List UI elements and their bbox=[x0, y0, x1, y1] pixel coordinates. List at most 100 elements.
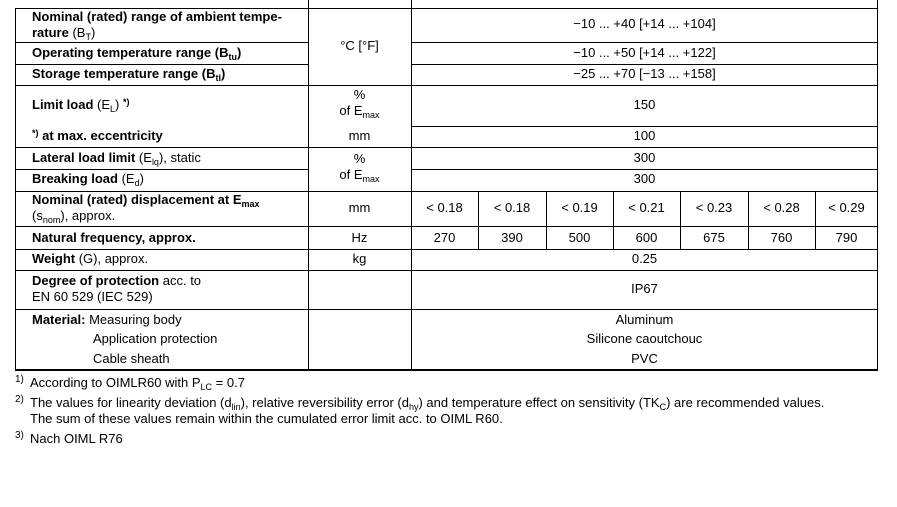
footnote-text: 3) bbox=[15, 430, 24, 441]
unit-cell: of E bbox=[339, 167, 363, 182]
row-label: ), approx. bbox=[60, 208, 116, 223]
table-border bbox=[15, 64, 308, 65]
row-label: ) bbox=[115, 97, 123, 112]
row-label: ) bbox=[90, 25, 96, 40]
table-border bbox=[411, 0, 412, 370]
row-label: Measuring body bbox=[85, 312, 182, 327]
footnote-text: The values for linearity deviation (d bbox=[30, 395, 232, 410]
value-cell: PVC bbox=[631, 351, 658, 366]
text-block: Operating temperature range (Btu) bbox=[32, 45, 241, 62]
table-border bbox=[15, 42, 308, 43]
footnote-text: LC bbox=[200, 382, 213, 392]
row-label: at max. eccentricity bbox=[38, 128, 163, 143]
unit-cell: kg bbox=[352, 251, 367, 266]
table-border bbox=[748, 191, 749, 249]
row-label: Material: bbox=[32, 312, 86, 327]
row-label: Natural frequency, approx. bbox=[32, 230, 196, 245]
unit-cell: mm bbox=[348, 200, 371, 215]
table-border bbox=[411, 126, 878, 127]
value-cell: < 0.28 bbox=[763, 200, 800, 215]
row-label: ) bbox=[221, 66, 226, 81]
value-cell: < 0.21 bbox=[628, 200, 665, 215]
row-label: lq bbox=[151, 157, 159, 167]
unit-cell: mm bbox=[348, 128, 371, 143]
value-cell: Silicone caoutchouc bbox=[586, 331, 703, 346]
text-block: Weight (G), approx. bbox=[32, 251, 148, 267]
table-border bbox=[411, 169, 878, 170]
table-border bbox=[15, 191, 878, 192]
table-border bbox=[546, 191, 547, 249]
unit-cell: °C [°F] bbox=[340, 38, 379, 53]
footnote-text: ) are recommended values. bbox=[666, 395, 825, 410]
text-block: The values for linearity deviation (dlin… bbox=[30, 395, 824, 427]
value-cell: 150 bbox=[633, 97, 656, 112]
unit-cell: % bbox=[353, 151, 366, 166]
value-cell: < 0.29 bbox=[828, 200, 865, 215]
table-border bbox=[15, 369, 878, 371]
row-label: Lateral load limit bbox=[32, 150, 136, 165]
value-cell: 790 bbox=[835, 230, 858, 245]
row-label: EN 60 529 (IEC 529) bbox=[32, 289, 153, 304]
table-border bbox=[411, 64, 878, 65]
value-cell: < 0.18 bbox=[426, 200, 463, 215]
value-cell: 600 bbox=[635, 230, 658, 245]
footnote-text: C bbox=[659, 402, 667, 412]
row-label: *) bbox=[32, 128, 39, 138]
unit-cell: Hz bbox=[351, 230, 368, 245]
value-cell: 270 bbox=[433, 230, 456, 245]
row-label: tu bbox=[228, 52, 238, 62]
text-block: Material: Measuring body bbox=[32, 312, 182, 328]
row-label: Application protection bbox=[93, 331, 218, 346]
row-label: T bbox=[85, 32, 91, 42]
footnote-text: = 0.7 bbox=[212, 375, 245, 390]
value-cell: < 0.19 bbox=[561, 200, 598, 215]
row-label: *) bbox=[122, 97, 130, 107]
value-cell: < 0.18 bbox=[493, 200, 531, 215]
row-label: Degree of protection bbox=[32, 273, 160, 288]
row-label: L bbox=[110, 104, 116, 114]
text-block: Degree of protection acc. to EN 60 529 (I… bbox=[32, 273, 201, 305]
table-border bbox=[15, 270, 878, 271]
table-border bbox=[15, 8, 878, 9]
row-label: Cable sheath bbox=[93, 351, 170, 366]
row-label: (E bbox=[117, 171, 135, 186]
row-label: tl bbox=[215, 73, 222, 83]
footnote-text: According to OIMLR60 with P bbox=[30, 375, 201, 390]
value-cell: −10 ... +40 [+14 ... +104] bbox=[573, 16, 716, 31]
text-block: % of Emax bbox=[308, 87, 411, 120]
table-border bbox=[15, 85, 878, 86]
row-label: acc. to bbox=[159, 273, 202, 288]
text-block: Nominal (rated) displacement at Emax (sno… bbox=[32, 192, 260, 225]
value-cell: 675 bbox=[703, 230, 725, 245]
row-label: Storage temperature range (B bbox=[32, 66, 216, 81]
table-border bbox=[15, 226, 878, 227]
value-cell: 500 bbox=[568, 230, 591, 245]
table-border bbox=[411, 42, 878, 43]
row-label: d bbox=[134, 178, 140, 188]
table-border bbox=[15, 309, 878, 310]
row-label: nom bbox=[42, 215, 61, 225]
footnote-text: 2) bbox=[15, 394, 24, 405]
footnote-text: The sum of these values remain within th… bbox=[30, 411, 503, 426]
table-border bbox=[478, 191, 479, 249]
text-block: % of Emax bbox=[308, 151, 411, 184]
value-cell: 760 bbox=[770, 230, 793, 245]
row-label: rature bbox=[32, 25, 69, 40]
value-cell: IP67 bbox=[631, 281, 658, 296]
footnote-text: ), relative reversibility error (d bbox=[240, 395, 409, 410]
footnote-text: ) and temperature effect on sensitivity … bbox=[418, 395, 660, 410]
row-label: Breaking load bbox=[32, 171, 118, 186]
footnote-text: 1) bbox=[15, 374, 24, 385]
value-cell: 300 bbox=[633, 171, 656, 186]
row-label: (G), approx. bbox=[75, 251, 149, 266]
value-cell: Aluminum bbox=[615, 312, 674, 327]
table-border bbox=[613, 191, 614, 249]
text-block: Storage temperature range (Btl) bbox=[32, 66, 226, 83]
row-label: max bbox=[241, 199, 260, 209]
value-cell: −10 ... +50 [+14 ... +122] bbox=[573, 45, 716, 60]
table-border bbox=[877, 0, 878, 370]
row-label: Weight bbox=[32, 251, 76, 266]
row-label: ), static bbox=[158, 150, 201, 165]
table-border bbox=[815, 191, 816, 249]
